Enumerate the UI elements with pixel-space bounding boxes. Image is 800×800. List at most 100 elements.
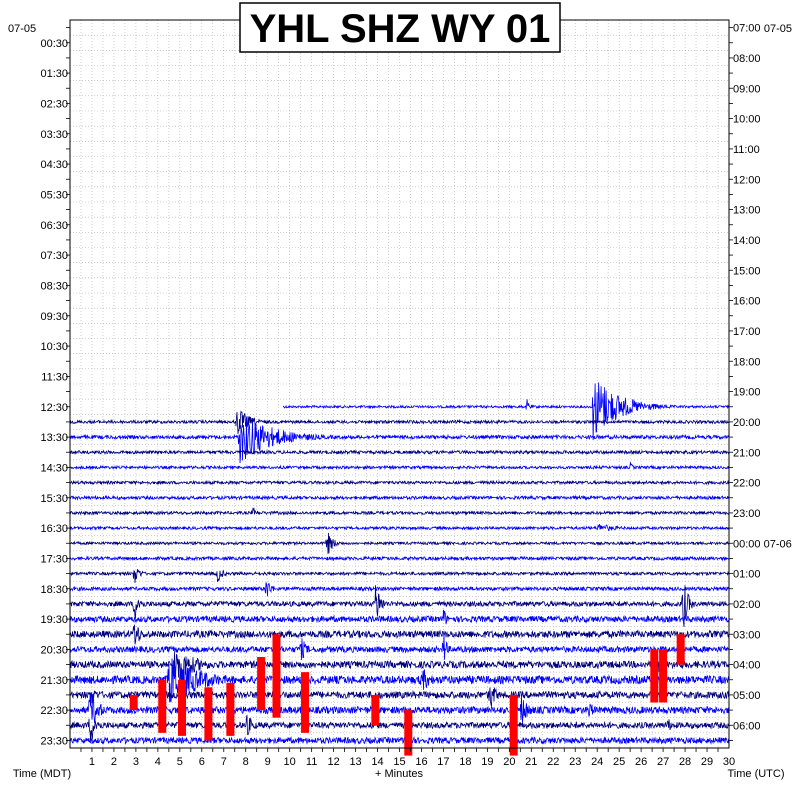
right-time-label: 19:00 — [733, 387, 761, 399]
x-tick-label: 5 — [177, 756, 183, 768]
right-time-label: 08:00 — [733, 53, 761, 65]
left-time-label: 15:30 — [40, 493, 68, 505]
trace-line-32 — [70, 507, 730, 516]
trace-line-28 — [69, 449, 730, 456]
left-time-label: 17:30 — [40, 553, 68, 565]
grid — [70, 20, 729, 748]
x-tick-label: 19 — [481, 756, 493, 768]
x-tick-label: 8 — [243, 756, 249, 768]
x-tick-label: 2 — [111, 756, 117, 768]
right-time-label: 06:00 — [733, 720, 761, 732]
right-time-label: 02:00 — [733, 599, 761, 611]
clip-marker — [158, 679, 167, 733]
x-tick-label: 24 — [591, 756, 603, 768]
right-time-label: 22:00 — [733, 478, 761, 490]
title-box — [239, 2, 561, 53]
x-tick-label: 23 — [569, 756, 581, 768]
x-tick-label: 30 — [723, 756, 735, 768]
x-tick-label: 1 — [89, 756, 95, 768]
right-time-label: 03:00 — [733, 629, 761, 641]
right-time-label: 21:00 — [733, 447, 761, 459]
x-tick-label: 21 — [525, 756, 537, 768]
left-time-labels: 00:30 01:30 02:30 03:30 04:30 05:30 06:30 07:30… — [40, 27, 70, 747]
right-time-label: 14:00 — [733, 235, 761, 247]
left-time-label: 16:30 — [40, 523, 68, 535]
trace-line-29 — [69, 462, 730, 471]
right-time-label: 00:00 07-06 — [733, 538, 792, 550]
x-tick-label: 10 — [284, 756, 296, 768]
right-time-label: 10:00 — [733, 114, 761, 126]
clip-marker — [509, 694, 518, 756]
left-time-label: 23:30 — [40, 735, 68, 747]
left-time-label: 05:30 — [40, 189, 68, 201]
x-axis-ticks: 1 2 3 4 5 6 7 8 9 10 11 12 13 14 15 16 17 18 19 20 21 22 23 24 2… — [80, 748, 735, 768]
left-time-label: 19:30 — [40, 614, 68, 626]
x-tick-label: 17 — [437, 756, 449, 768]
x-tick-label: 15 — [393, 756, 405, 768]
trace-line-25 — [282, 382, 729, 441]
chart-title: YHL SHZ WY 01 — [250, 7, 551, 51]
right-time-label: 07:00 — [733, 23, 761, 35]
left-time-label: 11:30 — [41, 371, 68, 383]
trace-line-47 — [69, 735, 730, 745]
x-tick-label: 25 — [613, 756, 625, 768]
clip-marker — [257, 657, 266, 711]
x-axis-left-label: Time (MDT) — [13, 768, 71, 780]
left-time-label: 12:30 — [40, 402, 68, 414]
x-tick-label: 29 — [701, 756, 713, 768]
clip-marker — [204, 687, 213, 741]
seismic-traces — [69, 382, 730, 745]
left-time-label: 01:30 — [40, 68, 68, 80]
left-time-label: 03:30 — [40, 129, 68, 141]
x-tick-label: 18 — [459, 756, 471, 768]
trace-line-33 — [69, 523, 730, 532]
clip-marker — [371, 694, 380, 726]
date-left: 07-05 — [8, 23, 36, 35]
clip-marker — [272, 634, 281, 718]
right-time-label: 12:00 — [733, 174, 761, 186]
right-time-label: 18:00 — [733, 356, 761, 368]
clip-marker — [659, 649, 668, 703]
trace-line-35 — [69, 555, 730, 562]
trace-line-31 — [69, 494, 730, 501]
right-time-label: 09:00 — [733, 83, 761, 95]
trace-line-43 — [69, 658, 730, 703]
trace-line-41 — [69, 633, 730, 661]
clip-marker — [226, 682, 235, 736]
clip-marker — [676, 634, 685, 665]
x-tick-label: 12 — [327, 756, 339, 768]
clip-marker — [301, 672, 310, 733]
x-tick-label: 27 — [657, 756, 669, 768]
x-tick-label: 13 — [349, 756, 361, 768]
trace-line-37 — [69, 582, 730, 597]
left-time-label: 06:30 — [40, 220, 68, 232]
right-time-labels: 07:00 08:00 09:00 10:00 11:00 12:00 13:00 14:00… — [729, 23, 792, 741]
x-tick-label: 11 — [306, 756, 317, 768]
trace-line-34 — [69, 532, 730, 554]
x-tick-label: 20 — [503, 756, 515, 768]
right-time-label: 13:00 — [733, 205, 761, 217]
trace-line-30 — [69, 479, 730, 486]
left-time-label: 00:30 — [40, 38, 68, 50]
x-tick-label: 22 — [547, 756, 559, 768]
clipped-amplitude-markers — [129, 634, 685, 756]
x-tick-label: 7 — [221, 756, 227, 768]
left-time-label: 09:30 — [40, 311, 68, 323]
left-time-label: 20:30 — [40, 644, 68, 656]
trace-line-40 — [69, 624, 730, 645]
x-tick-label: 9 — [265, 756, 271, 768]
right-time-label: 01:00 — [733, 569, 761, 581]
left-time-label: 08:30 — [40, 280, 68, 292]
trace-line-26 — [69, 410, 730, 434]
right-time-label: 04:00 — [733, 660, 761, 672]
clip-marker — [650, 649, 659, 703]
right-time-label: 17:00 — [733, 326, 761, 338]
left-time-label: 07:30 — [40, 250, 68, 262]
clip-marker — [178, 679, 187, 736]
left-time-label: 14:30 — [40, 462, 68, 474]
x-tick-label: 16 — [415, 756, 427, 768]
x-tick-label: 26 — [635, 756, 647, 768]
x-axis-right-label: Time (UTC) — [727, 768, 784, 780]
x-tick-label: 3 — [133, 756, 139, 768]
right-time-label: 16:00 — [733, 296, 761, 308]
